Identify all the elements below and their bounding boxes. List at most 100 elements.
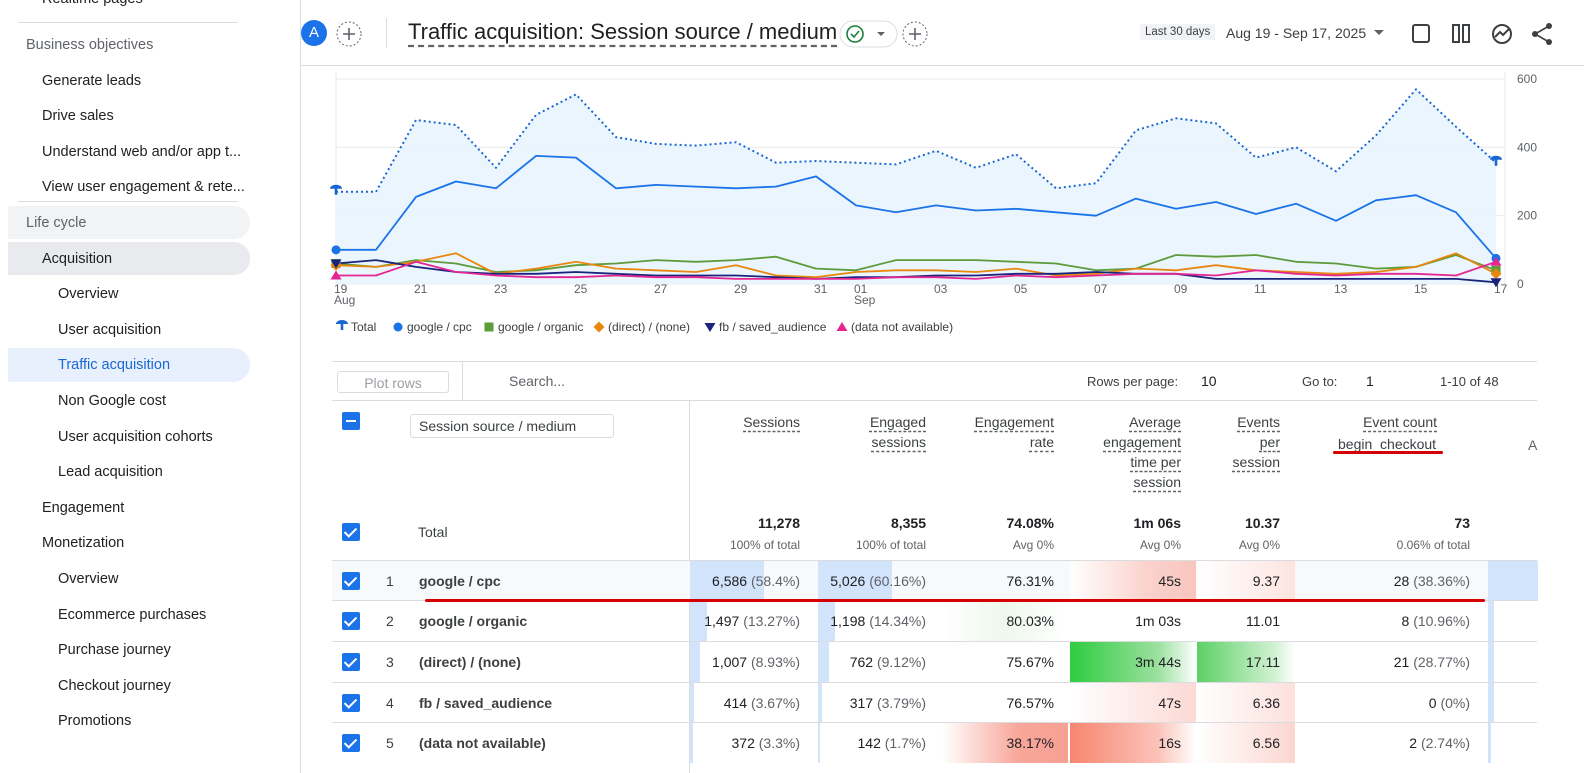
nav-item[interactable]: User acquisition cohorts — [58, 428, 213, 445]
row-name[interactable]: (direct) / (none) — [419, 654, 521, 670]
cell: 1,007 (8.93%) — [712, 654, 800, 670]
row-border — [332, 722, 1537, 723]
column-header[interactable]: Sessions — [730, 412, 800, 432]
column-header-label: Sessions — [743, 414, 800, 430]
column-header-label: Events per session — [1232, 414, 1280, 470]
divider — [462, 362, 463, 400]
row-name[interactable]: fb / saved_audience — [419, 695, 553, 711]
nav-item[interactable]: Traffic acquisition — [58, 357, 171, 374]
cell-share: (1.7%) — [884, 735, 926, 751]
cell-value: 16s — [1158, 735, 1181, 751]
cell-value: 1,198 — [830, 613, 866, 629]
nav-group[interactable]: Monetization — [42, 535, 125, 552]
column-header[interactable]: Engaged sessions — [856, 412, 926, 452]
avatar[interactable]: A — [301, 20, 327, 46]
nav-item[interactable]: Checkout journey — [58, 677, 171, 694]
total-note: Avg 0% — [1139, 538, 1181, 552]
plot-rows-button[interactable]: Plot rows — [337, 371, 449, 393]
column-header-label: Engaged sessions — [869, 414, 926, 450]
row-checkbox[interactable] — [342, 572, 360, 590]
nav-group[interactable]: Understand web and/or app t... — [42, 143, 242, 160]
row-checkbox[interactable] — [342, 734, 360, 752]
nav-group[interactable]: Acquisition — [42, 250, 113, 267]
legend-item[interactable]: google / cpc — [393, 320, 472, 334]
cell-value: 3m 44s — [1135, 654, 1181, 670]
column-header[interactable]: Event count — [1317, 412, 1437, 432]
section-title[interactable]: Life cycle — [26, 215, 87, 231]
annotation-line — [425, 599, 1485, 602]
nav-item[interactable]: Overview — [58, 571, 119, 587]
total-note: Avg 0% — [1238, 538, 1280, 552]
heat-cell — [1197, 642, 1295, 682]
cell: 0 (0%) — [1429, 695, 1470, 711]
row-checkbox[interactable] — [342, 653, 360, 671]
rows-per-page[interactable]: 10 — [1201, 373, 1217, 389]
legend-item[interactable]: (data not available) — [836, 320, 954, 334]
legend-item[interactable]: Total — [336, 320, 376, 334]
row-rank: 2 — [386, 613, 394, 629]
nav-group[interactable]: Engagement — [42, 499, 125, 516]
nav-group[interactable]: Generate leads — [42, 72, 142, 89]
row-name[interactable]: (data not available) — [419, 735, 546, 751]
cell: 6,586 (58.4%) — [712, 573, 800, 589]
nav-item[interactable]: Promotions — [58, 713, 132, 730]
column-header[interactable]: Events per session — [1230, 412, 1280, 472]
cell-value: 142 — [857, 735, 881, 751]
nav-group[interactable]: Drive sales — [42, 108, 114, 125]
cell: 38.17% — [1007, 735, 1054, 751]
row-name[interactable]: google / organic — [419, 613, 528, 629]
date-range[interactable]: Aug 19 - Sep 17, 2025 — [1226, 25, 1367, 41]
legend-item[interactable]: google / organic — [484, 320, 584, 334]
cell: 414 (3.67%) — [724, 695, 800, 711]
label: Rows per page: — [1087, 374, 1179, 389]
nav-item[interactable]: Overview — [58, 286, 119, 303]
cell-value: 372 — [731, 735, 755, 751]
cell-value: 414 — [723, 695, 748, 711]
select-all-checkbox[interactable] — [342, 412, 360, 430]
legend-item[interactable]: (direct) / (none) — [593, 320, 691, 334]
add-button[interactable] — [901, 20, 929, 48]
goto-input[interactable]: 1 — [1366, 373, 1374, 389]
x-tick-label: 05 — [1014, 282, 1028, 296]
legend-item[interactable]: fb / saved_audience — [704, 320, 827, 334]
x-tick-label: 09 — [1174, 282, 1188, 296]
cell-value: 47s — [1158, 695, 1181, 711]
total-note: 100% of total — [729, 538, 800, 552]
marker — [331, 245, 341, 255]
nav-item[interactable]: User acquisition — [58, 321, 162, 338]
total-value: 10.37 — [1244, 515, 1280, 531]
search-input[interactable]: Search... — [509, 373, 566, 389]
nav-item[interactable]: Ecommerce purchases — [58, 606, 207, 623]
row-checkbox[interactable] — [342, 523, 360, 541]
nav-group[interactable]: View user engagement & rete... — [42, 179, 245, 196]
section-title[interactable]: Business objectives — [26, 37, 154, 53]
nav-item[interactable]: Realtime pages — [42, 0, 143, 7]
column-header[interactable]: Engagement rate — [964, 412, 1054, 452]
row-checkbox[interactable] — [342, 612, 360, 630]
event-filter[interactable]: begin_checkout — [1338, 436, 1437, 452]
column-header[interactable]: Average engagement time per session — [1091, 412, 1181, 492]
cell-share: (58.4%) — [750, 573, 800, 589]
row-checkbox[interactable] — [342, 694, 360, 712]
row-border — [332, 641, 1537, 642]
nav-item[interactable]: Non Google cost — [58, 393, 167, 409]
cell-value: 6,586 — [712, 573, 748, 589]
row-name[interactable]: google / cpc — [419, 573, 501, 589]
marker — [1490, 268, 1502, 280]
row-border — [332, 600, 1537, 601]
nav-item[interactable]: Lead acquisition — [58, 464, 163, 481]
cell: 372 (3.3%) — [732, 735, 800, 751]
add-comparison[interactable] — [335, 20, 363, 48]
x-tick-label: 21 — [414, 282, 428, 296]
report-title: Traffic acquisition: Session source / me… — [408, 19, 838, 44]
legend-label: (direct) / (none) — [608, 320, 690, 334]
cell-value: 9.37 — [1252, 573, 1280, 589]
row-border — [332, 682, 1537, 683]
date-dropdown[interactable] — [1373, 28, 1385, 38]
toolbar-icons[interactable] — [1401, 20, 1584, 48]
cell-share: (14.34%) — [869, 613, 926, 629]
nav-item[interactable]: Purchase journey — [58, 642, 171, 659]
dimension-select[interactable] — [410, 414, 614, 438]
status-menu[interactable] — [839, 20, 899, 48]
date-preset[interactable]: Last 30 days — [1140, 24, 1216, 40]
